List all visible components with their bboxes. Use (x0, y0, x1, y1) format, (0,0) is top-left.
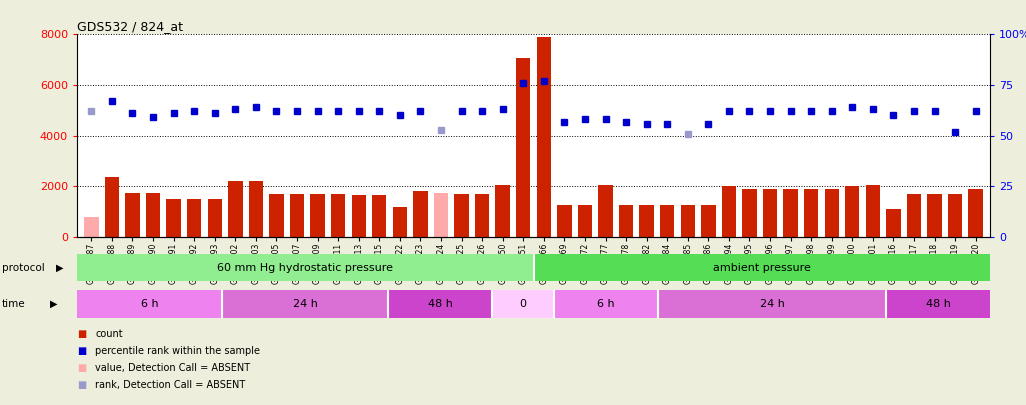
Bar (475, 194, 489, 237)
Bar (455, 194, 469, 237)
Bar (166, 199, 181, 237)
Bar (77, 290, 223, 318)
Bar (784, 189, 798, 237)
Bar (125, 193, 140, 237)
Bar (804, 189, 819, 237)
Bar (105, 177, 119, 237)
Bar (269, 194, 283, 237)
Bar (496, 185, 510, 237)
Text: percentile rank within the sample: percentile rank within the sample (95, 346, 261, 356)
Bar (537, 37, 551, 237)
Text: ■: ■ (77, 380, 86, 390)
Bar (701, 205, 715, 237)
Bar (742, 189, 756, 237)
Text: 60 mm Hg hydrostatic pressure: 60 mm Hg hydrostatic pressure (218, 263, 393, 273)
Text: 48 h: 48 h (428, 299, 452, 309)
Bar (413, 192, 428, 237)
Text: rank, Detection Call = ABSENT: rank, Detection Call = ABSENT (95, 380, 245, 390)
Bar (228, 181, 242, 237)
Bar (516, 58, 530, 237)
Bar (619, 205, 633, 237)
Bar (352, 195, 366, 237)
Bar (825, 189, 839, 237)
Bar (948, 194, 962, 237)
Bar (658, 290, 886, 318)
Text: 6 h: 6 h (141, 299, 158, 309)
Text: 24 h: 24 h (759, 299, 785, 309)
Bar (311, 194, 325, 237)
Bar (845, 186, 860, 237)
Bar (393, 207, 407, 237)
Bar (907, 194, 921, 237)
Bar (146, 193, 160, 237)
Text: time: time (2, 299, 26, 309)
Bar (721, 186, 736, 237)
Text: count: count (95, 329, 123, 339)
Bar (928, 194, 942, 237)
Text: GDS532 / 824_at: GDS532 / 824_at (77, 20, 183, 33)
Text: protocol: protocol (2, 263, 45, 273)
Text: value, Detection Call = ABSENT: value, Detection Call = ABSENT (95, 363, 250, 373)
Bar (763, 189, 778, 237)
Bar (554, 290, 658, 318)
Text: 6 h: 6 h (597, 299, 615, 309)
Bar (248, 181, 263, 237)
Bar (207, 199, 222, 237)
Text: ▶: ▶ (55, 263, 64, 273)
Bar (77, 254, 534, 281)
Bar (223, 290, 388, 318)
Bar (289, 194, 304, 237)
Bar (331, 194, 346, 237)
Text: ambient pressure: ambient pressure (713, 263, 811, 273)
Bar (866, 185, 880, 237)
Bar (434, 193, 448, 237)
Bar (680, 205, 695, 237)
Text: ■: ■ (77, 346, 86, 356)
Text: 0: 0 (519, 299, 526, 309)
Bar (969, 189, 983, 237)
Bar (598, 185, 613, 237)
Text: ■: ■ (77, 363, 86, 373)
Bar (578, 205, 592, 237)
Bar (886, 209, 901, 237)
Bar (388, 290, 492, 318)
Bar (557, 205, 571, 237)
Bar (639, 205, 654, 237)
Bar (534, 254, 990, 281)
Text: ▶: ▶ (49, 299, 57, 309)
Bar (660, 205, 674, 237)
Text: 48 h: 48 h (925, 299, 951, 309)
Bar (372, 195, 387, 237)
Bar (492, 290, 554, 318)
Text: 24 h: 24 h (292, 299, 318, 309)
Bar (84, 217, 98, 237)
Bar (886, 290, 990, 318)
Text: ■: ■ (77, 329, 86, 339)
Bar (187, 199, 201, 237)
